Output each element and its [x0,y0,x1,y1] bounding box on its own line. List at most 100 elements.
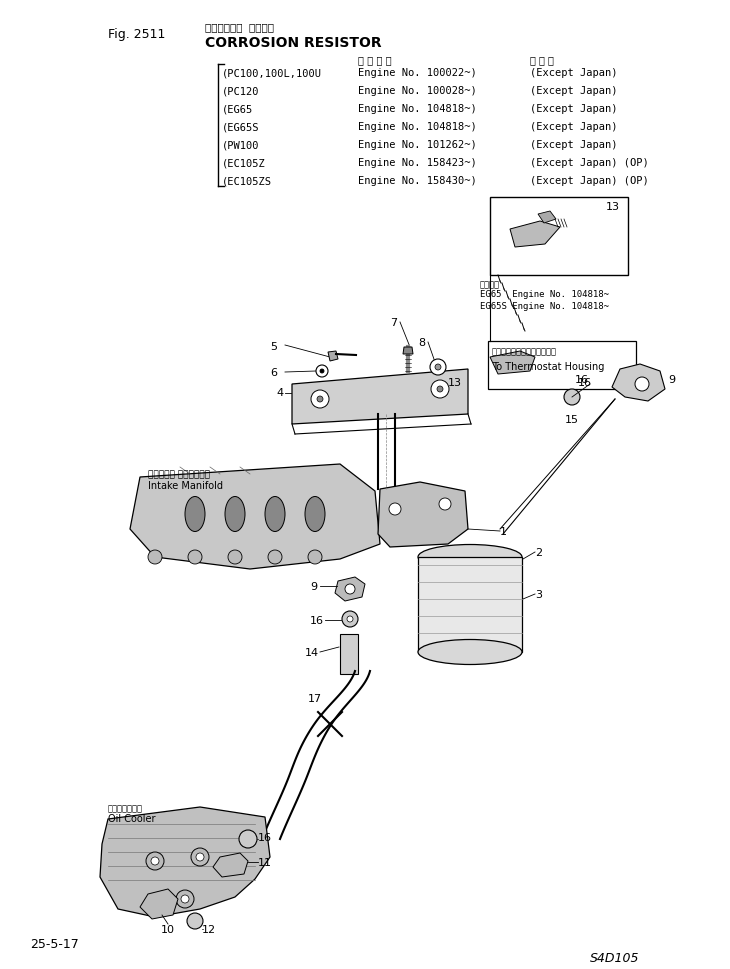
Polygon shape [292,369,468,424]
Polygon shape [612,364,665,401]
Text: 15: 15 [565,415,579,424]
Text: 8: 8 [418,337,425,348]
Circle shape [437,387,443,392]
Polygon shape [510,222,560,248]
Text: 6: 6 [270,367,277,378]
Bar [340,635,358,674]
Text: Engine No. 100028~): Engine No. 100028~) [358,86,477,96]
Text: S4D105: S4D105 [590,951,639,964]
Circle shape [435,364,441,370]
Text: 25-5-17: 25-5-17 [30,937,79,950]
Circle shape [228,550,242,564]
Text: 7: 7 [390,318,397,328]
Polygon shape [403,348,413,355]
Circle shape [564,390,580,406]
Text: (EG65: (EG65 [222,104,253,114]
Text: 3: 3 [535,589,542,600]
Bar [488,342,636,390]
Circle shape [308,550,322,564]
Circle shape [317,396,323,402]
Circle shape [439,498,451,511]
Polygon shape [130,464,380,570]
Text: Fig. 2511: Fig. 2511 [108,28,166,41]
Circle shape [635,378,649,391]
Text: 適 用 号 番: 適 用 号 番 [358,55,391,65]
Text: 10: 10 [161,924,175,934]
Circle shape [239,830,257,848]
Text: Engine No. 101262~): Engine No. 101262~) [358,140,477,150]
Text: 9: 9 [668,375,675,385]
Polygon shape [335,578,365,602]
Text: Engine No. 104818~): Engine No. 104818~) [358,122,477,132]
Text: 1: 1 [500,526,507,537]
Text: Engine No. 158430~): Engine No. 158430~) [358,175,477,186]
Text: 5: 5 [270,342,277,352]
Ellipse shape [185,497,205,532]
Ellipse shape [418,545,522,570]
Text: (PW100: (PW100 [222,140,259,150]
Circle shape [389,504,401,516]
Circle shape [342,611,358,627]
Text: (Except Japan) (OP): (Except Japan) (OP) [530,175,649,186]
Text: インテーク マニホールド: インテーク マニホールド [148,470,210,479]
Text: 海 外 向: 海 外 向 [530,55,554,65]
Circle shape [176,891,194,908]
Polygon shape [490,352,535,375]
Text: Engine No. 158423~): Engine No. 158423~) [358,158,477,168]
Bar [490,198,628,276]
Text: 12: 12 [202,924,216,934]
Text: 4: 4 [276,388,283,397]
Circle shape [320,369,324,374]
Text: (Except Japan): (Except Japan) [530,140,618,150]
Text: (EC105ZS: (EC105ZS [222,175,272,186]
Polygon shape [538,212,556,224]
Text: 9: 9 [310,581,317,591]
Text: (Except Japan): (Except Japan) [530,122,618,132]
Ellipse shape [305,497,325,532]
Text: Engine No. 104818~): Engine No. 104818~) [358,104,477,114]
Text: (PC100,100L,100U: (PC100,100L,100U [222,68,322,78]
Text: 11: 11 [258,858,272,867]
Circle shape [431,381,449,398]
Circle shape [430,359,446,376]
Text: 13: 13 [448,378,462,388]
Circle shape [146,852,164,870]
Ellipse shape [225,497,245,532]
Text: EG65S Engine No. 104818~: EG65S Engine No. 104818~ [480,301,609,311]
Circle shape [148,550,162,564]
Circle shape [316,365,328,378]
Circle shape [345,584,355,594]
Text: オイルクーラー: オイルクーラー [108,803,143,812]
Circle shape [196,853,204,861]
Circle shape [181,895,189,903]
Circle shape [188,550,202,564]
Circle shape [191,848,209,866]
Text: (Except Japan): (Except Japan) [530,104,618,114]
Text: 16: 16 [578,378,592,388]
Ellipse shape [418,640,522,665]
Text: (Except Japan) (OP): (Except Japan) (OP) [530,158,649,168]
Text: 13: 13 [606,202,620,212]
Ellipse shape [265,497,285,532]
Text: EG65  Engine No. 104818~: EG65 Engine No. 104818~ [480,290,609,298]
Circle shape [151,858,159,865]
Polygon shape [100,807,270,917]
Text: 14: 14 [305,647,319,657]
Text: To Thermostat Housing: To Thermostat Housing [492,361,604,372]
Text: 16: 16 [575,375,589,385]
Text: (EC105Z: (EC105Z [222,158,266,168]
Polygon shape [140,890,178,919]
Text: 2: 2 [535,547,542,557]
Text: 16: 16 [310,615,324,625]
Polygon shape [328,352,338,361]
Circle shape [311,391,329,409]
Text: Oil Cooler: Oil Cooler [108,813,155,823]
Text: Engine No. 100022~): Engine No. 100022~) [358,68,477,78]
Text: 適用番号: 適用番号 [480,280,500,289]
Circle shape [187,913,203,929]
Text: サーモスタットハウジングへ: サーモスタットハウジングへ [492,347,557,356]
Text: (PC120: (PC120 [222,86,259,96]
Polygon shape [213,853,248,877]
Text: (Except Japan): (Except Japan) [530,68,618,78]
Bar [418,557,522,652]
